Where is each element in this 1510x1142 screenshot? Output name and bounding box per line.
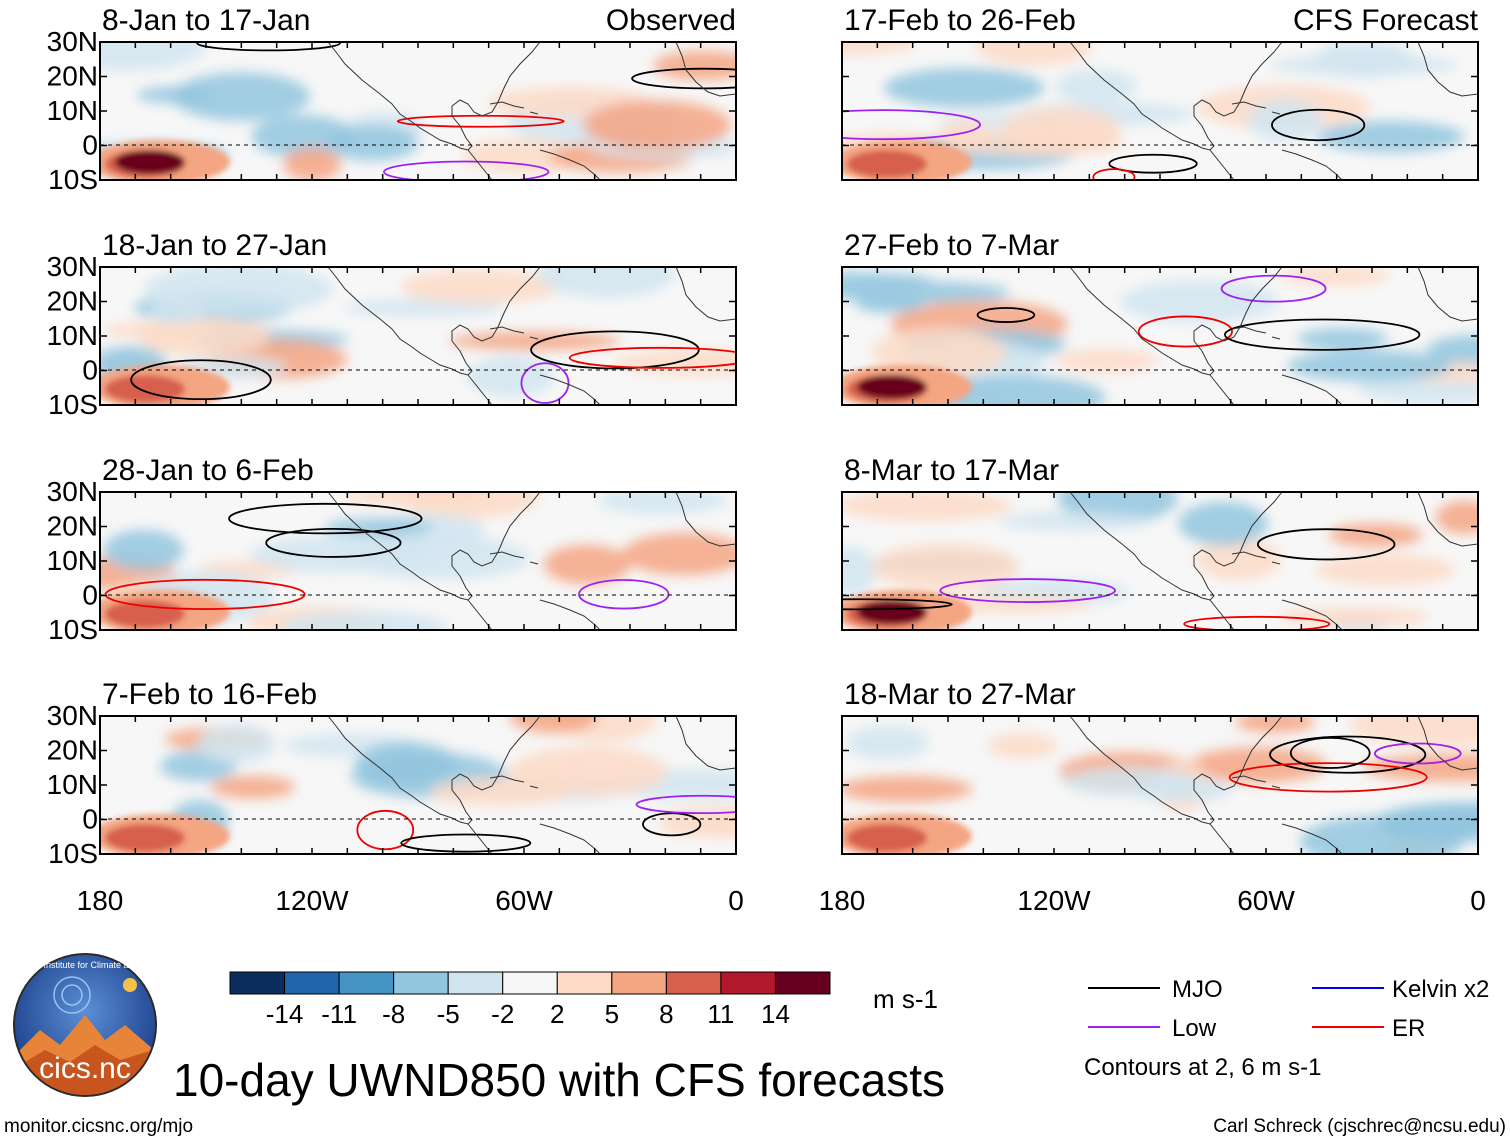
panel-date-range: 18-Mar to 27-Mar	[844, 678, 1076, 711]
colorbar-swatch	[502, 971, 558, 995]
observed-label: Observed	[606, 4, 736, 37]
lon-tick-label: 60W	[495, 885, 553, 916]
panel-forecast-4: 18-Mar to 27-Mar	[841, 678, 1479, 855]
colorbar-swatch	[720, 971, 776, 995]
panel-date-range: 28-Jan to 6-Feb	[102, 454, 314, 487]
lon-tick-label: 120W	[275, 885, 349, 916]
lon-tick-label: 60W	[1237, 885, 1295, 916]
panel-date-range: 27-Feb to 7-Mar	[844, 229, 1059, 262]
panel-date-range: 17-Feb to 26-Feb	[844, 4, 1076, 37]
lat-tick-label: 10N	[47, 769, 98, 800]
panel-forecast-1: 17-Feb to 26-Feb	[841, 4, 1479, 181]
lon-axis-right: 180 120W 60W 0	[819, 885, 1486, 916]
panel-forecast-2: 27-Feb to 7-Mar	[841, 229, 1479, 406]
colorbar-swatch	[611, 971, 667, 995]
colorbar-level: 14	[761, 999, 790, 1029]
lon-axis-left: 180 120W 60W 0	[77, 885, 744, 916]
colorbar-units: m s-1	[873, 984, 938, 1014]
lat-tick-label: 20N	[47, 511, 98, 542]
lon-tick-label: 180	[77, 885, 124, 916]
lat-tick-label: 20N	[47, 61, 98, 92]
lat-tick-label: 0	[82, 804, 98, 835]
lat-tick-label: 10S	[48, 614, 98, 645]
colorbar-swatch	[447, 971, 504, 995]
colorbar-swatch	[393, 971, 449, 995]
logo-ring-text: Cooperative Institute for Climate and Sa…	[0, 960, 178, 970]
lat-tick-label: 20N	[47, 735, 98, 766]
lon-tick-label: 0	[1470, 885, 1486, 916]
lat-tick-label: 30N	[47, 476, 98, 507]
lat-tick-label: 30N	[47, 251, 98, 282]
lat-tick-label: 10S	[48, 838, 98, 869]
lat-tick-label: 30N	[47, 700, 98, 731]
footer-url: monitor.cicsnc.org/mjo	[4, 1116, 193, 1137]
panel-date-range: 7-Feb to 16-Feb	[102, 678, 317, 711]
colorbar-swatch	[556, 971, 613, 995]
lat-tick-label: 10N	[47, 95, 98, 126]
lon-tick-label: 120W	[1017, 885, 1091, 916]
colorbar-swatch	[774, 971, 831, 995]
colorbar-level: 5	[605, 999, 619, 1029]
logo-text: cics.nc	[39, 1052, 131, 1085]
lat-tick-label: 30N	[47, 26, 98, 57]
legend-er-label: ER	[1392, 1015, 1425, 1042]
legend-mjo-label: MJO	[1172, 976, 1223, 1003]
lat-tick-label: 0	[82, 130, 98, 161]
colorbar: -14 -11 -8 -5 -2 2 5 8 11 14	[229, 971, 831, 1029]
colorbar-swatch	[338, 971, 395, 995]
colorbar-swatch	[665, 971, 722, 995]
cics-logo: Cooperative Institute for Climate and Sa…	[0, 953, 178, 1097]
colorbar-swatch	[284, 971, 340, 995]
lat-tick-label: 10S	[48, 389, 98, 420]
figure-title: 10-day UWND850 with CFS forecasts	[173, 1054, 945, 1106]
colorbar-swatch	[229, 971, 286, 995]
panel-date-range: 8-Jan to 17-Jan	[102, 4, 310, 37]
forecast-label: CFS Forecast	[1293, 4, 1479, 37]
lat-tick-label: 10S	[48, 164, 98, 195]
panel-forecast-3: 8-Mar to 17-Mar	[841, 454, 1479, 631]
panel-date-range: 18-Jan to 27-Jan	[102, 229, 327, 262]
colorbar-level: 2	[550, 999, 564, 1029]
contour-note: Contours at 2, 6 m s-1	[1084, 1054, 1321, 1081]
lat-tick-label: 10N	[47, 545, 98, 576]
lat-tick-label: 10N	[47, 320, 98, 351]
lon-tick-label: 180	[819, 885, 866, 916]
colorbar-level: -5	[437, 999, 460, 1029]
legend: MJO Kelvin x2 Low ER Contours at 2, 6 m …	[1084, 976, 1489, 1081]
colorbar-level: -11	[321, 999, 357, 1029]
legend-kelvin-label: Kelvin x2	[1392, 976, 1489, 1003]
lat-tick-label: 20N	[47, 286, 98, 317]
footer-credit: Carl Schreck (cjschrec@ncsu.edu)	[1213, 1116, 1506, 1137]
lat-tick-label: 0	[82, 580, 98, 611]
legend-low-label: Low	[1172, 1015, 1217, 1042]
colorbar-level: -2	[491, 999, 514, 1029]
colorbar-level: -14	[266, 999, 304, 1029]
colorbar-level: 8	[659, 999, 673, 1029]
lon-tick-label: 0	[728, 885, 744, 916]
colorbar-level: 11	[707, 999, 734, 1029]
lat-tick-label: 0	[82, 355, 98, 386]
panel-date-range: 8-Mar to 17-Mar	[844, 454, 1059, 487]
colorbar-level: -8	[382, 999, 405, 1029]
